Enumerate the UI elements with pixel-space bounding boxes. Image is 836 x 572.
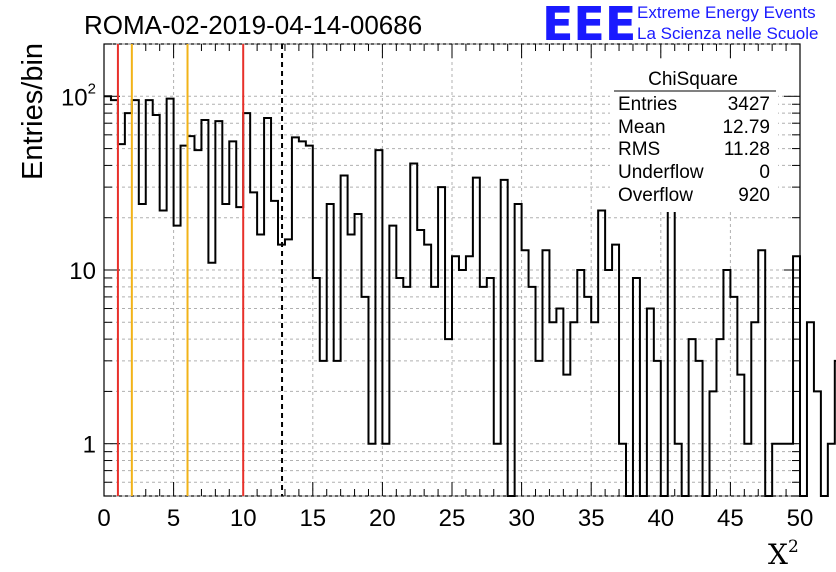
y-axis-label: Entries/bin — [17, 43, 49, 180]
stats-key-mean: Mean — [618, 117, 666, 138]
stats-key-underflow: Underflow — [618, 162, 704, 183]
x-axis-label-sup: 2 — [788, 537, 799, 557]
x-tick-label: 20 — [369, 505, 396, 532]
x-axis-label-main: X — [768, 538, 788, 571]
y-tick-label-base: 1 — [83, 432, 96, 459]
x-tick-label: 5 — [167, 505, 180, 532]
y-tick-label-base: 10 — [61, 84, 88, 111]
y-tick-label-exp: 2 — [88, 80, 96, 97]
stats-val-mean: 12.79 — [722, 117, 770, 138]
stats-key-rms: RMS — [618, 139, 660, 160]
stats-key-overflow: Overflow — [618, 185, 693, 206]
histogram — [104, 95, 836, 497]
stats-val-rms: 11.28 — [724, 139, 770, 160]
x-tick-label: 45 — [717, 505, 744, 532]
logo-line1: Extreme Energy Events — [637, 3, 816, 22]
stats-box-bg — [610, 62, 778, 212]
threshold-lines — [116, 44, 284, 496]
logo-line2: La Scienza nelle Scuole — [637, 24, 818, 43]
chart-title: ROMA-02-2019-04-14-00686 — [84, 10, 422, 40]
y-tick-label-base: 10 — [69, 258, 96, 285]
stats-key-entries: Entries — [618, 94, 677, 115]
x-tick-label: 35 — [578, 505, 605, 532]
histogram-outline — [104, 95, 836, 497]
x-tick-label: 40 — [647, 505, 674, 532]
y-tick-label: 102 — [61, 80, 96, 111]
x-tick-label: 10 — [230, 505, 257, 532]
x-tick-label: 30 — [508, 505, 535, 532]
x-tick-label: 50 — [787, 505, 814, 532]
stats-box: ChiSquare Entries 3427 Mean 12.79 RMS 11… — [610, 62, 778, 212]
stats-val-overflow: 920 — [738, 185, 770, 206]
stats-val-underflow: 0 — [759, 162, 770, 183]
x-axis-label: X2 — [768, 537, 799, 571]
logo-mark: EEE — [542, 0, 636, 51]
stats-title: ChiSquare — [648, 69, 738, 90]
stats-val-entries: 3427 — [728, 94, 770, 115]
x-tick-label: 15 — [299, 505, 326, 532]
eee-logo: EEE Extreme Energy Events La Scienza nel… — [542, 0, 818, 51]
x-tick-labels: 0 5 10 15 20 25 30 35 40 45 50 — [97, 505, 813, 532]
y-tick-label: 1 — [83, 432, 96, 459]
x-tick-label: 25 — [439, 505, 466, 532]
x-tick-label: 0 — [97, 505, 110, 532]
y-tick-label: 10 — [69, 258, 96, 285]
